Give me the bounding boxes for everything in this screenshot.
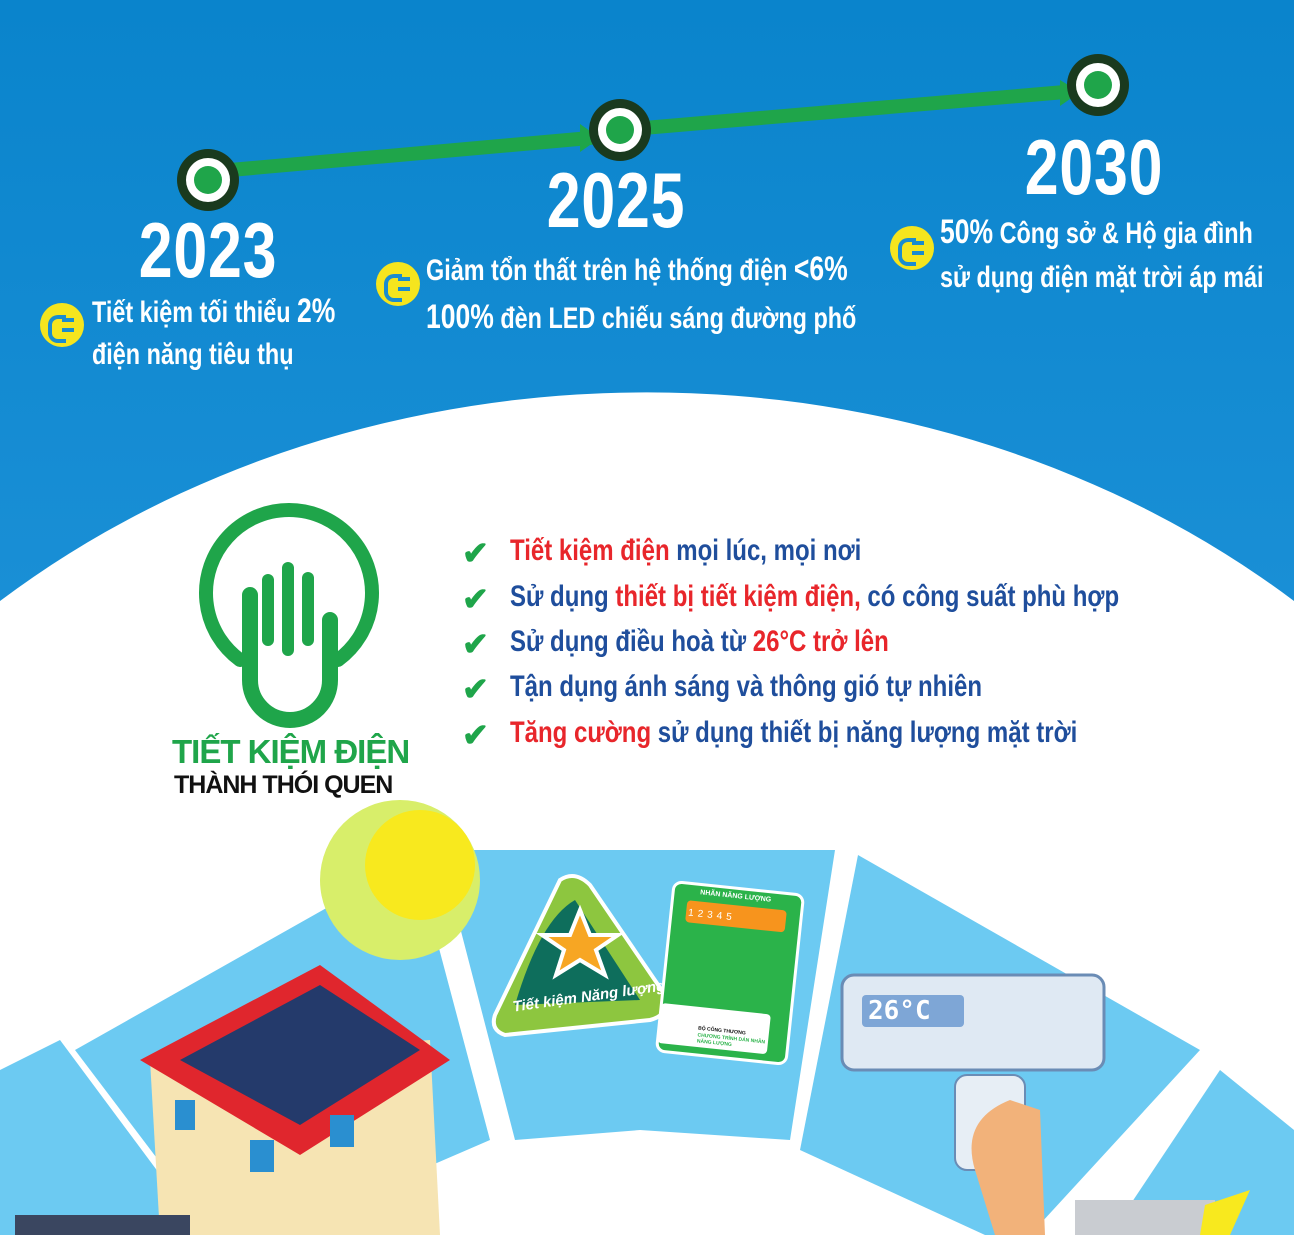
street-light-illustration bbox=[15, 1190, 1250, 1235]
tip-segment: Sử dụng bbox=[510, 580, 616, 613]
tip-segment: sử dụng thiết bị năng lượng mặt trời bbox=[651, 716, 1078, 749]
rating-star-icon: 5 bbox=[725, 911, 733, 924]
tip-segment: Tăng cường bbox=[510, 716, 652, 749]
tip-segment: Tiết kiệm điện bbox=[510, 534, 670, 567]
goal-2025: Giảm tổn thất trên hệ thống điện <6% 100… bbox=[426, 250, 857, 336]
wedge-left bbox=[0, 1040, 205, 1235]
tip-segment: thiết bị tiết kiệm điện, bbox=[615, 580, 861, 613]
year-2023: 2023 bbox=[138, 206, 278, 294]
energy-saving-badge-icon bbox=[491, 874, 668, 1038]
rating-star-icon: 3 bbox=[706, 909, 714, 922]
ac-display: 26°C bbox=[868, 996, 931, 1026]
tip-text: Sử dụng thiết bị tiết kiệm điện, có công… bbox=[510, 580, 1119, 614]
plug-icon bbox=[376, 262, 420, 306]
checkmark-icon: ✔ bbox=[462, 671, 489, 707]
tip-text: Tiết kiệm điện mọi lúc, mọi nơi bbox=[510, 534, 861, 568]
year-2025: 2025 bbox=[546, 156, 686, 244]
tip-text: Sử dụng điều hoà từ 26°C trở lên bbox=[510, 625, 889, 659]
arrow-head-icon bbox=[580, 124, 600, 152]
timeline-node-2023 bbox=[177, 149, 239, 211]
goal-2030: 50% Công sở & Hộ gia đình sử dụng điện m… bbox=[940, 213, 1264, 294]
solar-house-illustration bbox=[140, 965, 450, 1235]
logo-subtitle: THÀNH THÓI QUEN bbox=[174, 771, 393, 799]
tip-text: Tăng cường sử dụng thiết bị năng lượng m… bbox=[510, 716, 1077, 750]
tip-segment: mọi lúc, mọi nơi bbox=[669, 534, 862, 567]
tip-segment: có công suất phù hợp bbox=[860, 580, 1120, 613]
tip-text: Tận dụng ánh sáng và thông gió tự nhiên bbox=[510, 670, 982, 704]
plug-icon bbox=[40, 303, 84, 347]
plug-icon bbox=[890, 226, 934, 270]
rating-star-icon: 4 bbox=[716, 910, 723, 923]
checkmark-icon: ✔ bbox=[462, 581, 489, 617]
energy-rating-card bbox=[655, 880, 805, 1066]
tip-segment: 26°C trở lên bbox=[752, 625, 889, 658]
timeline-node-2025 bbox=[589, 99, 651, 161]
tip-segment: Sử dụng điều hoà từ bbox=[510, 625, 753, 658]
air-conditioner-illustration bbox=[840, 973, 1106, 1235]
timeline-node-2030 bbox=[1067, 54, 1129, 116]
rating-star-icon: 2 bbox=[697, 908, 704, 921]
rating-star-icon: 1 bbox=[687, 907, 695, 920]
logo-title: TIẾT KIỆM ĐIỆN bbox=[172, 733, 410, 770]
checkmark-icon: ✔ bbox=[462, 626, 489, 662]
checkmark-icon: ✔ bbox=[462, 717, 489, 753]
tip-segment: Tận dụng ánh sáng và thông gió tự nhiên bbox=[510, 670, 983, 703]
sun-core bbox=[365, 810, 475, 920]
checkmark-icon: ✔ bbox=[462, 535, 489, 571]
goal-2023: Tiết kiệm tối thiểu 2% điện năng tiêu th… bbox=[92, 292, 336, 371]
year-2030: 2030 bbox=[1024, 123, 1164, 211]
logo-bulb-hand-icon bbox=[199, 503, 379, 728]
